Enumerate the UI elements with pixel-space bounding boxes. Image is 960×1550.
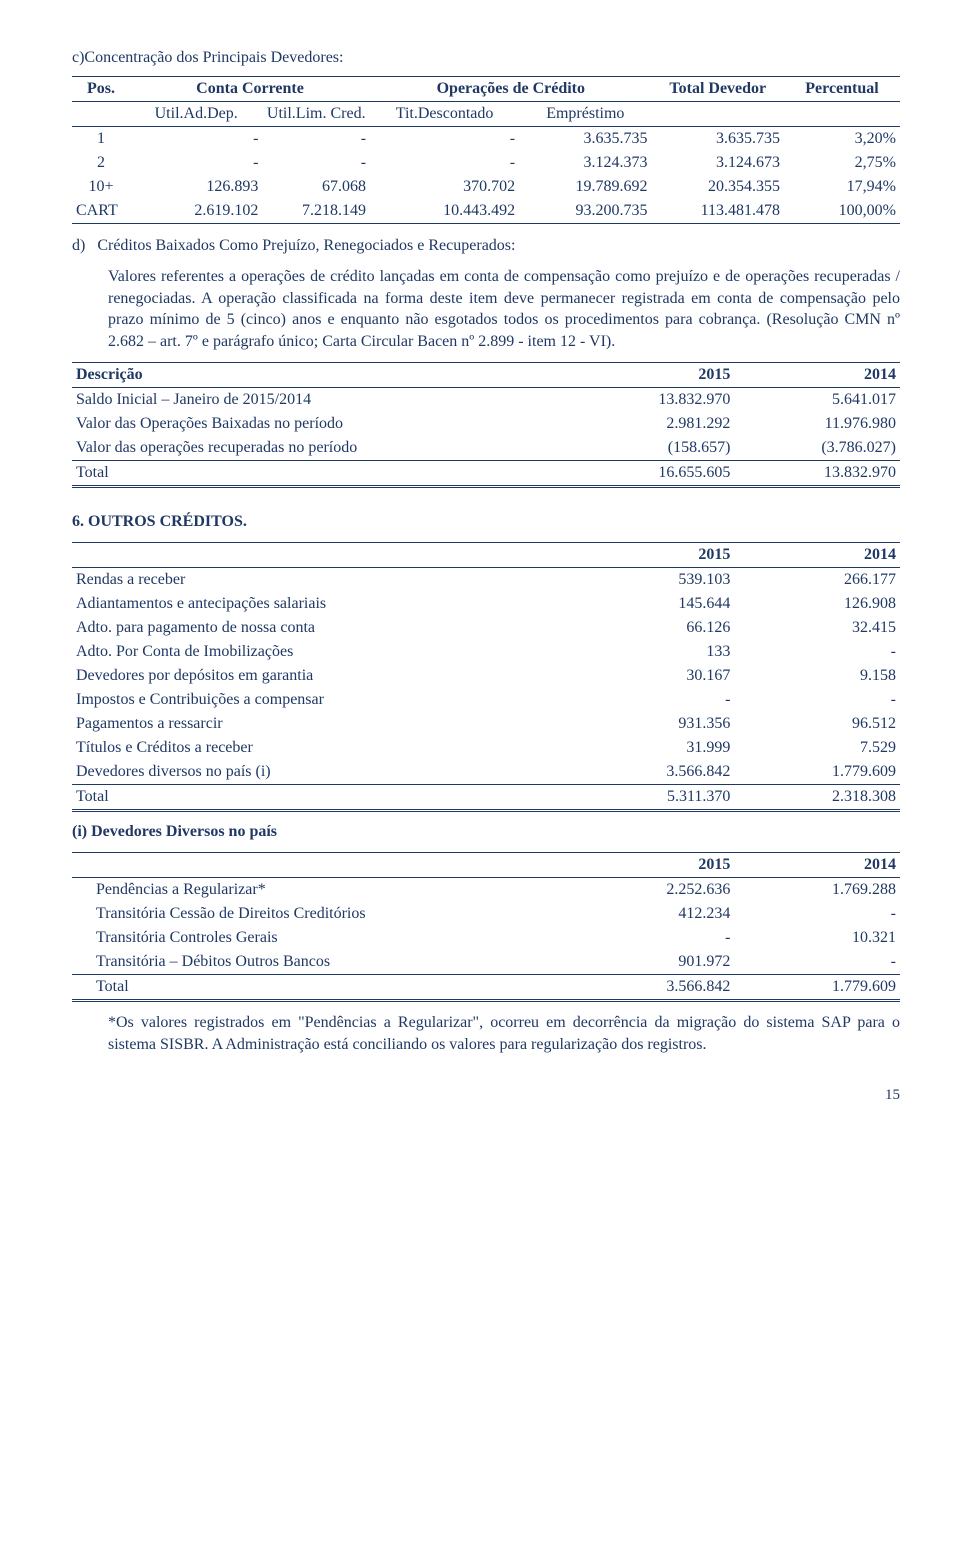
subsection-i-title: (i) Devedores Diversos no país — [72, 822, 900, 842]
hdr-2014: 2014 — [734, 363, 900, 388]
hdr-conta-corrente: Conta Corrente — [130, 77, 370, 102]
table-total-row: Total 5.311.370 2.318.308 — [72, 785, 900, 811]
table-row: Rendas a receber539.103266.177 — [72, 568, 900, 593]
table-descricao: Descrição 2015 2014 Saldo Inicial – Jane… — [72, 362, 900, 488]
hdr-descricao: Descrição — [72, 363, 569, 388]
table-row: Impostos e Contribuições a compensar-- — [72, 688, 900, 712]
table-devedores-diversos: 2015 2014 Pendências a Regularizar*2.252… — [72, 852, 900, 1002]
section-d-label: d) — [72, 237, 85, 254]
table-row: Saldo Inicial – Janeiro de 2015/2014 13.… — [72, 388, 900, 413]
table-row: Adto. Por Conta de Imobilizações133- — [72, 640, 900, 664]
table-row: Transitória Controles Gerais-10.321 — [72, 926, 900, 950]
table-row: Valor das operações recuperadas no perío… — [72, 436, 900, 461]
footnote-text: *Os valores registrados em "Pendências a… — [108, 1012, 900, 1055]
page-number: 15 — [72, 1086, 900, 1105]
table-total-row: Total 16.655.605 13.832.970 — [72, 461, 900, 487]
table-row: 2 - - - 3.124.373 3.124.673 2,75% — [72, 151, 900, 175]
hdr-pos: Pos. — [72, 77, 130, 102]
table-row: Adto. para pagamento de nossa conta66.12… — [72, 616, 900, 640]
table-row: Adiantamentos e antecipações salariais14… — [72, 592, 900, 616]
hdr-util-ad-dep: Util.Ad.Dep. — [130, 102, 262, 127]
hdr-percentual: Percentual — [784, 77, 900, 102]
hdr-2015: 2015 — [569, 363, 735, 388]
hdr-operacoes: Operações de Crédito — [370, 77, 652, 102]
hdr-total-devedor: Total Devedor — [652, 77, 784, 102]
section-d-title: Créditos Baixados Como Prejuízo, Renegoc… — [97, 237, 515, 254]
table-row: 1 - - - 3.635.735 3.635.735 3,20% — [72, 127, 900, 152]
hdr-2015: 2015 — [569, 853, 735, 878]
table-row: Transitória Cessão de Direitos Creditóri… — [72, 902, 900, 926]
section-d-header: d) Créditos Baixados Como Prejuízo, Rene… — [72, 236, 900, 256]
table-row: Devedores diversos no país (i)3.566.8421… — [72, 760, 900, 785]
hdr-util-lim-cred: Util.Lim. Cred. — [262, 102, 370, 127]
table-row: Valor das Operações Baixadas no período … — [72, 412, 900, 436]
table-row: Pendências a Regularizar*2.252.6361.769.… — [72, 878, 900, 903]
table-row: Pagamentos a ressarcir931.35696.512 — [72, 712, 900, 736]
section-c-title: c)Concentração dos Principais Devedores: — [72, 48, 900, 68]
table-outros-creditos: 2015 2014 Rendas a receber539.103266.177… — [72, 542, 900, 812]
hdr-emprestimo: Empréstimo — [519, 102, 651, 127]
section-d-paragraph: Valores referentes a operações de crédit… — [108, 266, 900, 352]
table-row: Títulos e Créditos a receber31.9997.529 — [72, 736, 900, 760]
hdr-2014: 2014 — [734, 853, 900, 878]
table-total-row: Total 3.566.842 1.779.609 — [72, 975, 900, 1001]
section-6-title: 6. OUTROS CRÉDITOS. — [72, 512, 900, 532]
table-row: 10+ 126.893 67.068 370.702 19.789.692 20… — [72, 175, 900, 199]
table-row: CART 2.619.102 7.218.149 10.443.492 93.2… — [72, 199, 900, 224]
table-devedores: Pos. Conta Corrente Operações de Crédito… — [72, 76, 900, 224]
hdr-tit-descontado: Tit.Descontado — [370, 102, 519, 127]
hdr-2014: 2014 — [734, 543, 900, 568]
table-row: Transitória – Débitos Outros Bancos901.9… — [72, 950, 900, 975]
hdr-2015: 2015 — [569, 543, 735, 568]
table-row: Devedores por depósitos em garantia30.16… — [72, 664, 900, 688]
